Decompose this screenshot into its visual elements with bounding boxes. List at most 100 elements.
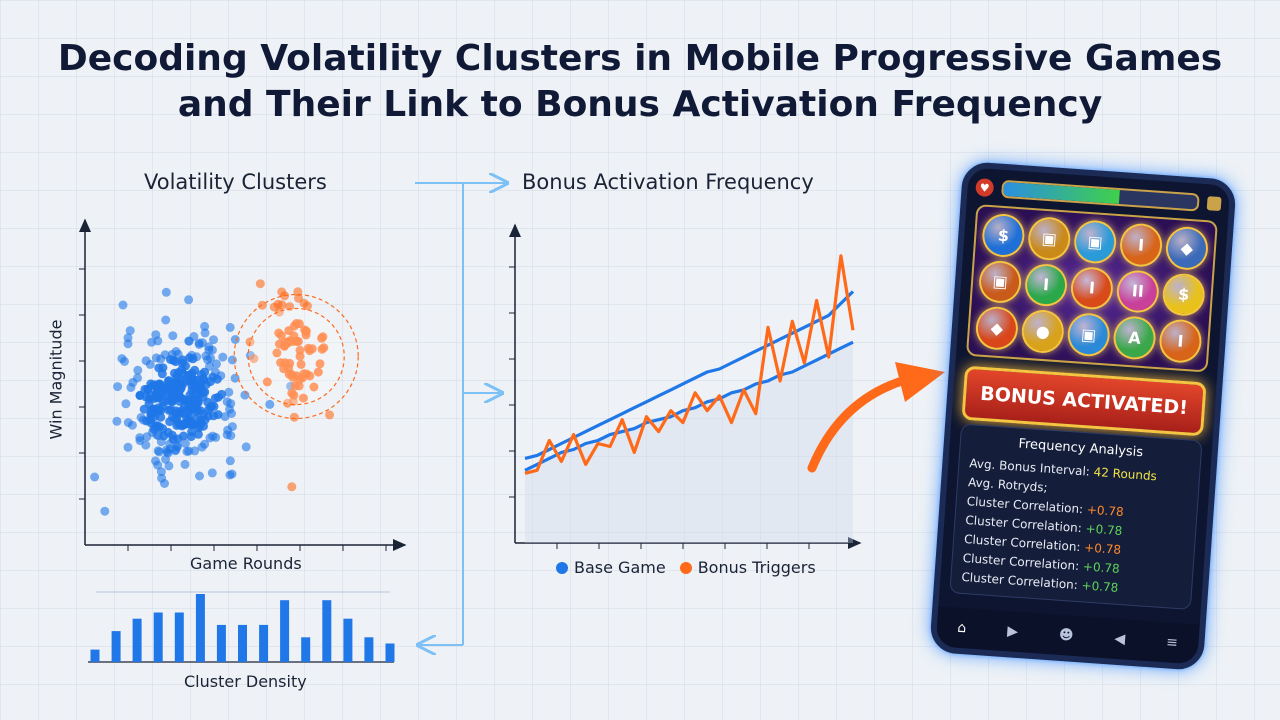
- scatter-point-orange: [317, 333, 327, 343]
- scatter-point-orange: [249, 354, 259, 364]
- scatter-point-orange: [289, 412, 299, 422]
- scatter-point-orange: [309, 382, 319, 392]
- legend-label-bonus-triggers: Bonus Triggers: [697, 558, 816, 577]
- scatter-point-orange: [255, 279, 265, 289]
- scatter-point-blue: [175, 385, 185, 395]
- scatter-point-blue: [144, 399, 154, 409]
- scatter-point-blue: [196, 406, 205, 416]
- scatter-point-blue: [203, 397, 213, 407]
- page-title: Decoding Volatility Clusters in Mobile P…: [0, 36, 1280, 128]
- density-bar: [385, 643, 395, 662]
- scatter-point-orange: [289, 321, 299, 331]
- scatter-point-blue: [160, 350, 170, 360]
- scatter-point-blue: [182, 447, 192, 456]
- scatter-point-blue: [191, 414, 201, 424]
- emoji-icon[interactable]: ☻: [1058, 626, 1075, 644]
- scatter-point-blue: [225, 322, 235, 332]
- scatter-point-orange: [262, 377, 272, 387]
- scatter-point-orange: [290, 381, 300, 391]
- scatter-point-blue: [195, 471, 204, 481]
- back-icon[interactable]: ◀: [1113, 630, 1126, 648]
- frequency-row-label: Avg. Rotryds;: [967, 475, 1049, 495]
- scatter-point-blue: [180, 459, 190, 469]
- scatter-point-blue: [168, 331, 178, 341]
- scatter-point-blue: [184, 407, 193, 417]
- series-base-game-upper: [524, 290, 855, 460]
- gem-icon: ◆: [974, 305, 1020, 352]
- scatter-point-blue: [146, 415, 155, 425]
- heart-icon[interactable]: ♥: [975, 177, 995, 198]
- legend-dot-bonus-triggers: [679, 561, 692, 574]
- chest-icon: ▣: [1072, 219, 1118, 265]
- scatter-point-orange: [296, 359, 306, 369]
- scatter-point-orange: [269, 302, 279, 312]
- scatter-point-blue: [148, 381, 158, 390]
- line-area-fill: [525, 342, 853, 543]
- scatter-point-blue: [207, 468, 217, 478]
- scatter-point-blue: [147, 427, 157, 437]
- home-icon[interactable]: ⌂: [956, 619, 967, 637]
- scatter-point-orange: [303, 343, 313, 353]
- chest-icon: ▣: [1066, 312, 1112, 358]
- chest-icon: ▣: [977, 259, 1023, 305]
- scatter-point-orange: [295, 351, 305, 361]
- line-chart-title: Bonus Activation Frequency: [522, 170, 814, 194]
- scatter-point-blue: [178, 355, 188, 365]
- scatter-point-blue: [200, 321, 210, 331]
- scatter-point-blue: [156, 467, 166, 477]
- close-icon[interactable]: [1206, 196, 1222, 212]
- scatter-point-blue: [205, 361, 214, 371]
- scatter-point-orange: [315, 359, 325, 369]
- scatter-point-blue: [189, 396, 199, 406]
- title-line-1: Decoding Volatility Clusters in Mobile P…: [57, 38, 1223, 79]
- scatter-point-blue: [227, 355, 237, 365]
- menu-icon[interactable]: ≡: [1165, 634, 1179, 652]
- line-chart-legend: Base Game Bonus Triggers: [556, 558, 816, 577]
- scatter-point-blue: [90, 472, 100, 482]
- bar-x-label: Cluster Density: [184, 672, 307, 691]
- scatter-point-orange: [276, 358, 286, 368]
- scatter-point-blue: [118, 300, 128, 310]
- scatter-point-blue: [145, 359, 155, 369]
- scatter-point-orange: [280, 337, 290, 347]
- scatter-point-blue: [190, 446, 200, 456]
- scatter-point-blue: [213, 392, 223, 402]
- scatter-point-blue: [198, 387, 208, 397]
- title-line-2: and Their Link to Bonus Activation Frequ…: [177, 84, 1103, 125]
- density-bar: [322, 600, 332, 662]
- bar-icon: I: [1069, 265, 1115, 312]
- scatter-point-orange: [272, 348, 282, 358]
- scatter-point-blue: [123, 442, 133, 452]
- slot-reels[interactable]: $ ▣ ▣ I ◆ ▣ I I II $ ◆ ● ▣ A I: [965, 204, 1218, 373]
- density-bar: [343, 618, 353, 662]
- scatter-point-blue: [158, 424, 168, 434]
- scatter-point-blue: [227, 469, 237, 479]
- scatter-point-blue: [135, 390, 145, 400]
- letter-icon: A: [1112, 315, 1157, 361]
- frequency-analysis-panel: Frequency Analysis Avg. Bonus Interval: …: [949, 423, 1203, 610]
- frequency-row-value: +0.78: [1083, 540, 1122, 557]
- bar-icon: I: [1118, 222, 1164, 268]
- bar-chart: [88, 591, 395, 663]
- scatter-point-blue: [177, 365, 187, 375]
- connectors: [415, 183, 945, 645]
- scatter-point-blue: [200, 328, 210, 338]
- scatter-point-blue: [175, 408, 185, 418]
- scatter-point-blue: [123, 333, 133, 343]
- scatter-point-blue: [220, 412, 230, 422]
- density-bar: [301, 637, 311, 662]
- scatter-point-orange: [292, 337, 302, 346]
- scatter-point-blue: [112, 416, 122, 426]
- scatter-point-blue: [135, 433, 145, 443]
- scatter-point-blue: [136, 413, 146, 422]
- scatter-point-blue: [159, 397, 168, 407]
- cluster-highlight-outer: [233, 293, 359, 420]
- scatter-point-orange: [325, 410, 335, 420]
- scatter-point-blue: [168, 380, 178, 389]
- coin-icon: $: [1161, 271, 1207, 318]
- density-bar: [111, 631, 121, 662]
- scatter-title: Volatility Clusters: [144, 170, 327, 194]
- scatter-point-blue: [161, 287, 171, 297]
- play-icon[interactable]: ▶: [1006, 623, 1019, 640]
